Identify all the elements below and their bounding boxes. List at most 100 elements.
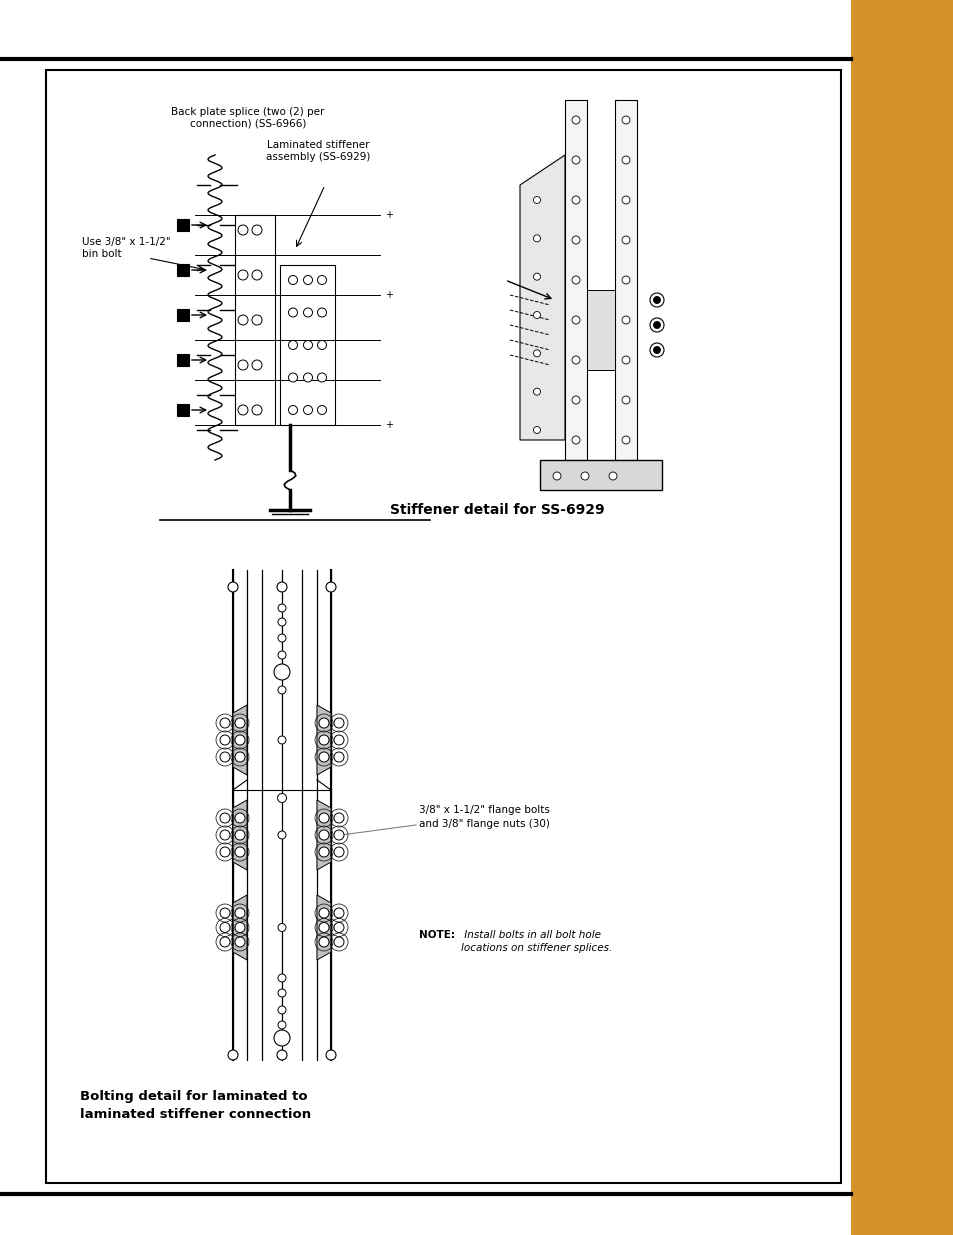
Circle shape <box>317 341 326 350</box>
Circle shape <box>277 604 286 613</box>
Circle shape <box>318 718 329 727</box>
Circle shape <box>653 347 659 353</box>
Circle shape <box>621 356 629 364</box>
Text: Bolting detail for laminated to
laminated stiffener connection: Bolting detail for laminated to laminate… <box>80 1091 311 1121</box>
Text: 3/8" x 1-1/2" flange bolts
and 3/8" flange nuts (30): 3/8" x 1-1/2" flange bolts and 3/8" flan… <box>418 805 549 829</box>
Circle shape <box>252 315 262 325</box>
Circle shape <box>274 664 290 680</box>
Text: Back plate splice (two (2) per
connection) (SS-6966): Back plate splice (two (2) per connectio… <box>172 107 324 128</box>
Polygon shape <box>519 156 564 440</box>
Circle shape <box>649 317 663 332</box>
Bar <box>177 309 189 321</box>
Polygon shape <box>233 895 247 960</box>
Circle shape <box>318 813 329 823</box>
Polygon shape <box>233 800 247 869</box>
Circle shape <box>621 436 629 445</box>
Bar <box>234 215 274 425</box>
Circle shape <box>220 813 230 823</box>
Bar <box>177 354 189 366</box>
Circle shape <box>533 196 540 204</box>
Circle shape <box>237 405 248 415</box>
Circle shape <box>317 373 326 382</box>
Circle shape <box>303 275 313 284</box>
Circle shape <box>572 316 579 324</box>
Bar <box>564 100 586 459</box>
Circle shape <box>608 472 617 480</box>
Bar <box>280 266 335 425</box>
Circle shape <box>621 196 629 204</box>
Circle shape <box>288 308 297 317</box>
Circle shape <box>277 794 286 803</box>
Circle shape <box>220 847 230 857</box>
Circle shape <box>277 974 286 982</box>
Circle shape <box>317 275 326 284</box>
Circle shape <box>220 718 230 727</box>
Bar <box>586 290 615 370</box>
Text: NOTE:: NOTE: <box>418 930 455 940</box>
Circle shape <box>318 923 329 932</box>
Circle shape <box>334 937 344 947</box>
Circle shape <box>334 908 344 918</box>
Circle shape <box>621 116 629 124</box>
Circle shape <box>220 923 230 932</box>
Circle shape <box>533 235 540 242</box>
Circle shape <box>334 718 344 727</box>
Circle shape <box>303 373 313 382</box>
Circle shape <box>220 908 230 918</box>
Circle shape <box>317 308 326 317</box>
Circle shape <box>228 1050 237 1060</box>
Circle shape <box>533 273 540 280</box>
Text: Stiffener detail for SS-6929: Stiffener detail for SS-6929 <box>390 503 604 517</box>
Text: Use 3/8" x 1-1/2"
bin bolt: Use 3/8" x 1-1/2" bin bolt <box>82 237 171 259</box>
Text: +: + <box>385 290 393 300</box>
Circle shape <box>303 341 313 350</box>
Circle shape <box>277 831 286 839</box>
Circle shape <box>220 752 230 762</box>
Circle shape <box>277 685 286 694</box>
Circle shape <box>572 156 579 164</box>
Circle shape <box>533 388 540 395</box>
Circle shape <box>334 847 344 857</box>
Circle shape <box>277 989 286 997</box>
Circle shape <box>334 752 344 762</box>
Circle shape <box>252 359 262 370</box>
Circle shape <box>288 275 297 284</box>
Circle shape <box>234 752 245 762</box>
Circle shape <box>318 908 329 918</box>
Circle shape <box>572 116 579 124</box>
Bar <box>850 0 953 1235</box>
Circle shape <box>649 293 663 308</box>
Bar <box>177 219 189 231</box>
Circle shape <box>234 735 245 745</box>
Circle shape <box>234 718 245 727</box>
Circle shape <box>572 356 579 364</box>
Circle shape <box>553 472 560 480</box>
Circle shape <box>234 813 245 823</box>
Circle shape <box>277 618 286 626</box>
Circle shape <box>277 736 286 743</box>
Circle shape <box>318 937 329 947</box>
Circle shape <box>572 275 579 284</box>
Circle shape <box>277 651 286 659</box>
Circle shape <box>572 396 579 404</box>
Circle shape <box>621 275 629 284</box>
Circle shape <box>621 316 629 324</box>
Polygon shape <box>316 705 331 776</box>
Circle shape <box>653 321 659 329</box>
Circle shape <box>234 937 245 947</box>
Circle shape <box>334 813 344 823</box>
Circle shape <box>572 196 579 204</box>
Circle shape <box>621 236 629 245</box>
Circle shape <box>276 1050 287 1060</box>
Circle shape <box>252 225 262 235</box>
Circle shape <box>318 830 329 840</box>
Circle shape <box>334 830 344 840</box>
Polygon shape <box>316 800 331 869</box>
Circle shape <box>621 156 629 164</box>
Circle shape <box>277 634 286 642</box>
Circle shape <box>580 472 588 480</box>
Text: +: + <box>385 210 393 220</box>
Circle shape <box>228 582 237 592</box>
Circle shape <box>572 436 579 445</box>
Circle shape <box>649 343 663 357</box>
